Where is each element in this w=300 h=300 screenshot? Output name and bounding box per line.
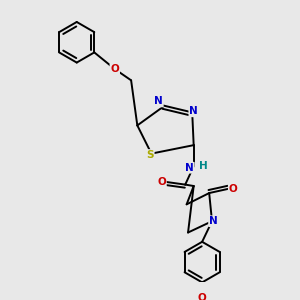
- Text: N: N: [154, 97, 163, 106]
- Text: S: S: [146, 150, 154, 160]
- Text: O: O: [157, 177, 166, 187]
- Text: N: N: [185, 163, 194, 173]
- Text: O: O: [229, 184, 238, 194]
- Text: O: O: [110, 64, 119, 74]
- Text: N: N: [209, 216, 218, 226]
- Text: N: N: [189, 106, 198, 116]
- Text: H: H: [199, 161, 208, 171]
- Text: O: O: [198, 293, 206, 300]
